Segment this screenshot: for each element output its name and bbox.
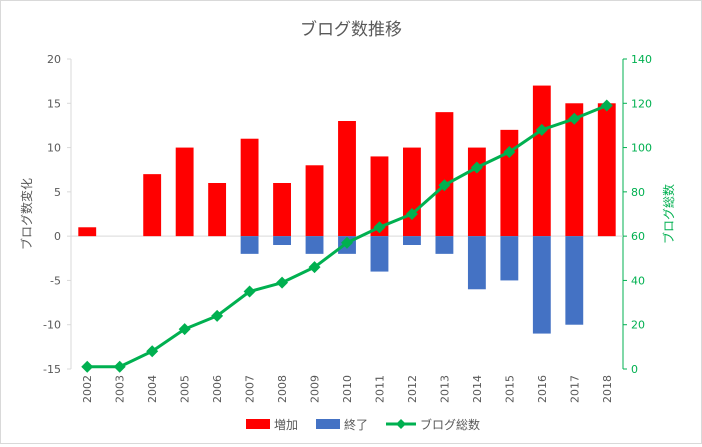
bar-終了 [532, 236, 551, 334]
bar-終了 [273, 236, 291, 245]
x-tick-label: 2014 [471, 375, 484, 403]
x-tick-label: 2011 [373, 375, 386, 403]
bar-増加 [240, 138, 259, 237]
bar-増加 [273, 183, 291, 237]
left-tick-label: -5 [50, 274, 61, 287]
bar-増加 [338, 121, 356, 237]
x-tick-label: 2018 [601, 375, 614, 403]
line-marker [470, 161, 483, 174]
bar-増加 [467, 147, 486, 237]
bar-終了 [500, 236, 519, 281]
legend-line-marker [396, 419, 406, 429]
axes-layer [67, 58, 627, 370]
bar-終了 [305, 236, 324, 254]
line-marker [308, 261, 321, 274]
legend-label: ブログ総数 [420, 417, 480, 432]
right-tick-label: 0 [631, 363, 638, 376]
x-tick-label: 2017 [568, 375, 581, 403]
left-tick-label: 15 [47, 97, 61, 110]
line-marker [373, 221, 386, 234]
bar-増加 [143, 174, 162, 237]
bar-終了 [403, 236, 421, 245]
line-marker [405, 208, 418, 220]
right-tick-label: 120 [631, 97, 652, 110]
right-tick-label: 20 [631, 319, 645, 332]
line-marker [535, 123, 548, 136]
line-marker [276, 276, 289, 289]
x-tick-label: 2006 [211, 375, 224, 403]
right-tick-label: 140 [631, 53, 652, 66]
bar-終了 [467, 236, 486, 290]
x-tick-label: 2004 [146, 375, 159, 403]
x-tick-label: 2008 [276, 375, 289, 403]
right-axis-title: ブログ総数 [661, 184, 676, 244]
x-tick-label: 2012 [406, 375, 419, 403]
right-tick-label: 60 [631, 230, 645, 243]
bar-増加 [597, 103, 616, 237]
bar-終了 [565, 236, 584, 325]
bar-終了 [435, 236, 454, 254]
bar-終了 [370, 236, 389, 272]
left-axis-title: ブログ数変化 [19, 178, 34, 250]
x-tick-label: 2003 [114, 375, 127, 403]
left-tick-label: -15 [43, 363, 61, 376]
x-tick-label: 2016 [536, 375, 549, 403]
left-tick-label: -10 [43, 319, 61, 332]
line-marker [113, 360, 126, 373]
legend-label: 終了 [344, 417, 368, 432]
x-tick-label: 2010 [341, 375, 354, 403]
bar-増加 [305, 165, 324, 237]
chart-title: ブログ数推移 [300, 19, 402, 40]
line-marker [81, 360, 94, 373]
bar-増加 [500, 129, 519, 237]
line-marker [600, 99, 613, 112]
bar-終了 [240, 236, 259, 254]
line-marker [178, 323, 191, 336]
line-marker [503, 146, 516, 158]
x-tick-label: 2007 [244, 375, 257, 403]
labels-layer: -15 -10 -5 0 5 10 15 20 0 20 40 60 80 100 120 140 2002 20… [19, 53, 676, 403]
line-marker [341, 236, 353, 249]
bar-増加 [532, 85, 551, 237]
line-marker [438, 179, 451, 192]
left-tick-label: 20 [47, 53, 61, 66]
line-marker [243, 285, 256, 298]
bar-増加 [435, 112, 454, 237]
bar-増加 [403, 147, 421, 237]
line-layer [81, 99, 613, 373]
x-tick-label: 2002 [81, 375, 94, 403]
x-tick-label: 2009 [309, 375, 322, 403]
legend-label: 増加 [274, 418, 298, 432]
left-tick-label: 0 [54, 230, 61, 243]
bar-増加 [565, 103, 584, 237]
right-tick-label: 40 [631, 274, 645, 287]
line-marker [211, 309, 224, 322]
left-tick-label: 10 [47, 142, 61, 155]
bar-増加 [78, 227, 97, 237]
left-tick-label: 5 [54, 186, 61, 199]
x-tick-label: 2013 [438, 375, 451, 403]
legend-swatch-増加 [246, 419, 270, 429]
right-tick-label: 80 [631, 186, 645, 199]
x-tick-label: 2005 [179, 375, 192, 403]
legend-swatch-終了 [316, 419, 340, 429]
right-tick-label: 100 [631, 142, 652, 155]
legend: 増加 終了 ブログ総数 [246, 417, 480, 432]
bar-増加 [175, 147, 194, 237]
bar-増加 [370, 156, 389, 237]
bars-layer [78, 85, 616, 334]
bar-増加 [208, 183, 227, 237]
x-tick-label: 2015 [503, 375, 516, 403]
line-marker [146, 345, 159, 358]
line-marker [568, 112, 581, 125]
